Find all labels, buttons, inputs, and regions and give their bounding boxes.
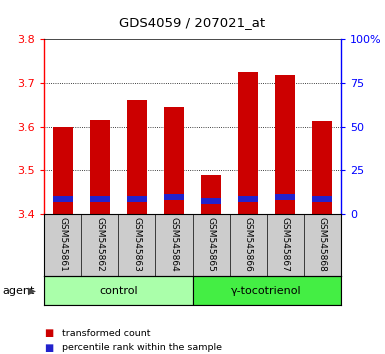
Bar bbox=[164, 107, 184, 214]
Text: transformed count: transformed count bbox=[62, 329, 150, 338]
Text: ▶: ▶ bbox=[28, 286, 35, 296]
Text: control: control bbox=[99, 286, 138, 296]
Text: GDS4059 / 207021_at: GDS4059 / 207021_at bbox=[119, 16, 266, 29]
Text: GSM545864: GSM545864 bbox=[169, 217, 179, 272]
Bar bbox=[127, 196, 147, 202]
Bar bbox=[90, 196, 110, 202]
Bar bbox=[238, 72, 258, 214]
Bar bbox=[201, 175, 221, 214]
Bar bbox=[53, 127, 73, 214]
Bar bbox=[53, 196, 73, 202]
Text: GSM545865: GSM545865 bbox=[206, 217, 216, 272]
Text: GSM545863: GSM545863 bbox=[132, 217, 141, 272]
Bar bbox=[275, 194, 295, 200]
Bar bbox=[312, 121, 332, 214]
Bar bbox=[192, 276, 341, 305]
Bar bbox=[238, 196, 258, 202]
Text: GSM545866: GSM545866 bbox=[244, 217, 253, 272]
Text: GSM545867: GSM545867 bbox=[281, 217, 290, 272]
Bar bbox=[164, 194, 184, 200]
Text: GSM545868: GSM545868 bbox=[318, 217, 327, 272]
Bar bbox=[275, 75, 295, 214]
Text: GSM545861: GSM545861 bbox=[58, 217, 67, 272]
Bar bbox=[201, 198, 221, 204]
Bar bbox=[44, 276, 192, 305]
Text: ■: ■ bbox=[44, 343, 54, 353]
Bar bbox=[312, 196, 332, 202]
Text: GSM545862: GSM545862 bbox=[95, 217, 104, 272]
Text: γ-tocotrienol: γ-tocotrienol bbox=[231, 286, 302, 296]
Text: percentile rank within the sample: percentile rank within the sample bbox=[62, 343, 222, 352]
Text: agent: agent bbox=[2, 286, 34, 296]
Bar bbox=[90, 120, 110, 214]
Bar bbox=[127, 100, 147, 214]
Text: ■: ■ bbox=[44, 329, 54, 338]
